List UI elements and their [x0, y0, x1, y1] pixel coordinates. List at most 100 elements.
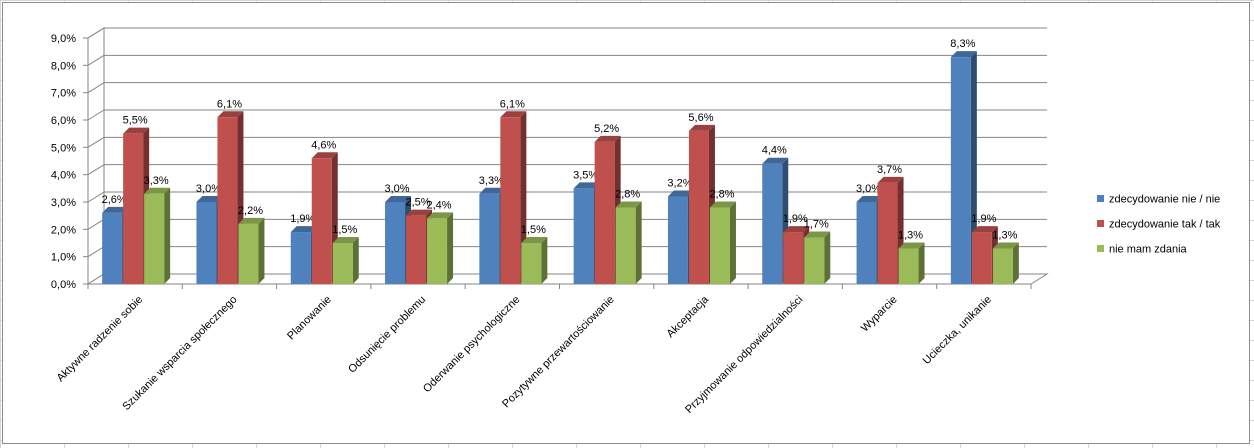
- gridline-side: [87, 82, 105, 94]
- bar[interactable]: [594, 141, 615, 284]
- x-category-label: Szukanie wsparcia społecznego: [120, 294, 239, 413]
- gridline-side: [87, 54, 105, 66]
- bar[interactable]: [783, 232, 804, 284]
- data-label: 1,9%: [783, 213, 808, 225]
- x-category-label: Planowanie: [285, 294, 334, 343]
- gridline-side: [87, 27, 105, 39]
- bar-top: [102, 206, 129, 213]
- data-label: 3,5%: [573, 169, 598, 181]
- data-label: 3,7%: [877, 164, 902, 176]
- data-label: 4,4%: [762, 145, 787, 157]
- bar[interactable]: [406, 215, 427, 284]
- bar-side: [918, 242, 925, 284]
- data-label: 6,1%: [500, 98, 525, 110]
- bar[interactable]: [667, 196, 688, 284]
- y-tick-label: 1,0%: [51, 252, 76, 264]
- bar-top: [311, 152, 338, 159]
- bar-top: [762, 157, 789, 164]
- legend-entry: zdecydowanie tak / tak: [1109, 219, 1221, 231]
- data-label: 1,3%: [992, 229, 1017, 241]
- bar[interactable]: [427, 218, 448, 284]
- bar-top: [950, 51, 977, 58]
- x-category-label: Odsunięcie problemu: [346, 294, 428, 376]
- y-tick-label: 3,0%: [51, 197, 76, 209]
- bar-top: [573, 182, 600, 189]
- bar[interactable]: [238, 223, 259, 284]
- bar-side: [447, 212, 454, 284]
- bar[interactable]: [762, 163, 783, 284]
- bar-top: [615, 201, 642, 208]
- bar[interactable]: [102, 212, 123, 284]
- data-label: 3,0%: [196, 183, 221, 195]
- x-category-label: Przyjmowanie odpowiedzialności: [683, 294, 805, 416]
- bar[interactable]: [615, 207, 636, 284]
- bar-side: [970, 51, 977, 285]
- data-label: 3,2%: [667, 178, 692, 190]
- y-tick-label: 2,0%: [51, 224, 76, 236]
- data-label: 6,1%: [217, 98, 242, 110]
- data-label: 3,3%: [144, 175, 169, 187]
- bar-top: [783, 226, 810, 233]
- bar[interactable]: [804, 237, 825, 284]
- data-label: 2,8%: [615, 188, 640, 200]
- bar[interactable]: [144, 193, 165, 284]
- bar[interactable]: [500, 117, 521, 285]
- bar[interactable]: [971, 232, 992, 284]
- bar-top: [479, 187, 506, 194]
- bar[interactable]: [573, 188, 594, 284]
- data-label: 1,9%: [290, 213, 315, 225]
- bar[interactable]: [332, 243, 353, 284]
- data-label: 4,6%: [311, 139, 336, 151]
- data-label: 2,5%: [406, 197, 431, 209]
- bar[interactable]: [856, 202, 877, 284]
- bar[interactable]: [521, 243, 542, 284]
- bar[interactable]: [123, 133, 144, 284]
- bar-top: [521, 237, 548, 243]
- gridline-side: [87, 218, 105, 230]
- bar[interactable]: [709, 207, 730, 284]
- bar-top: [123, 127, 150, 134]
- bar-top: [971, 226, 998, 233]
- bar[interactable]: [311, 158, 332, 284]
- y-tick-label: 7,0%: [51, 88, 76, 100]
- data-label: 3,0%: [856, 183, 881, 195]
- bar-top: [688, 124, 715, 131]
- bar-top: [290, 226, 317, 233]
- data-label: 1,3%: [898, 229, 923, 241]
- bar-side: [1012, 242, 1019, 284]
- bar[interactable]: [877, 182, 898, 284]
- y-tick-label: 6,0%: [51, 115, 76, 127]
- bar[interactable]: [688, 130, 709, 284]
- x-category-label: Ucieczka, unikanie: [921, 294, 994, 367]
- bar[interactable]: [479, 193, 500, 284]
- bar-top: [877, 176, 904, 183]
- bar[interactable]: [196, 202, 217, 284]
- x-category-label: Oderwanie psychologiczne: [421, 294, 522, 395]
- bar-side: [258, 217, 265, 284]
- data-label: 2,4%: [427, 199, 452, 211]
- bar[interactable]: [385, 202, 406, 284]
- data-label: 5,2%: [594, 123, 619, 135]
- legend-entry: nie mam zdania: [1109, 244, 1188, 256]
- legend-entry: zdecydowanie nie / nie: [1109, 194, 1220, 206]
- bar-top: [217, 111, 244, 118]
- bar[interactable]: [950, 57, 971, 285]
- bar[interactable]: [992, 248, 1013, 284]
- data-label: 3,3%: [479, 175, 504, 187]
- x-category-label: Aktywne radzenie sobie: [55, 294, 146, 385]
- bar-top: [406, 209, 433, 216]
- bar-top: [992, 242, 1019, 249]
- bar-side: [164, 187, 171, 284]
- legend-swatch: [1097, 220, 1104, 227]
- gridline-side: [87, 246, 105, 258]
- data-label: 1,5%: [332, 224, 357, 236]
- bar[interactable]: [290, 232, 311, 284]
- chart-svg: 0,0% 1,0% 2,0% 3,0% 4,0% 5,0% 6,0% 7,0% 8,0% 9,0%…: [51, 27, 1221, 416]
- y-tick-label: 8,0%: [51, 60, 76, 72]
- data-label: 1,5%: [521, 224, 546, 236]
- bar[interactable]: [217, 117, 238, 285]
- x-category-label: Wyparcie: [859, 294, 900, 335]
- bar[interactable]: [898, 248, 919, 284]
- y-tick-label: 5,0%: [51, 142, 76, 154]
